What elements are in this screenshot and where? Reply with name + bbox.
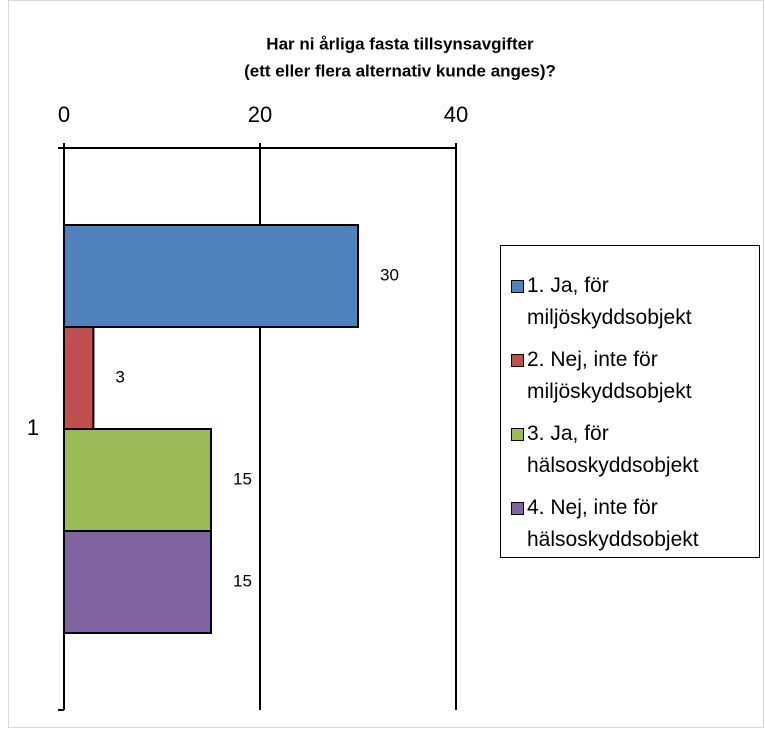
bar <box>63 325 95 431</box>
legend-swatch <box>511 354 524 367</box>
legend-label: 2. Nej, inte för miljöskyddsobjekt <box>527 348 692 403</box>
x-tick-label: 20 <box>248 102 272 127</box>
x-tick-label: 0 <box>58 102 70 127</box>
legend-swatch <box>511 502 524 515</box>
chart-title: (ett eller flera alternativ kunde anges)… <box>244 61 556 80</box>
legend-item: 1. Ja, för miljöskyddsobjekt <box>511 270 753 334</box>
legend-item: 2. Nej, inte för miljöskyddsobjekt <box>511 344 753 408</box>
legend-swatch <box>511 428 524 441</box>
legend-item: 3. Ja, för hälsoskyddsobjekt <box>511 418 753 482</box>
legend-swatch <box>511 280 524 293</box>
data-label: 30 <box>380 265 399 284</box>
data-label: 15 <box>233 571 252 590</box>
legend: 1. Ja, för miljöskyddsobjekt 2. Nej, inte… <box>500 245 760 558</box>
legend-item: 4. Nej, inte för hälsoskyddsobjekt <box>511 492 753 556</box>
bar <box>63 428 212 533</box>
bar <box>63 223 359 328</box>
bar <box>63 530 212 635</box>
chart-title: Har ni årliga fasta tillsynsavgifter <box>266 34 534 53</box>
legend-label: 4. Nej, inte för hälsoskyddsobjekt <box>527 496 699 551</box>
legend-label: 1. Ja, för miljöskyddsobjekt <box>527 274 692 329</box>
chart-border <box>8 0 764 728</box>
data-label: 15 <box>233 469 252 488</box>
x-tick-label: 40 <box>444 102 468 127</box>
legend-label: 3. Ja, för hälsoskyddsobjekt <box>527 422 699 477</box>
data-label: 3 <box>115 367 124 386</box>
y-tick-label: 1 <box>27 415 39 440</box>
